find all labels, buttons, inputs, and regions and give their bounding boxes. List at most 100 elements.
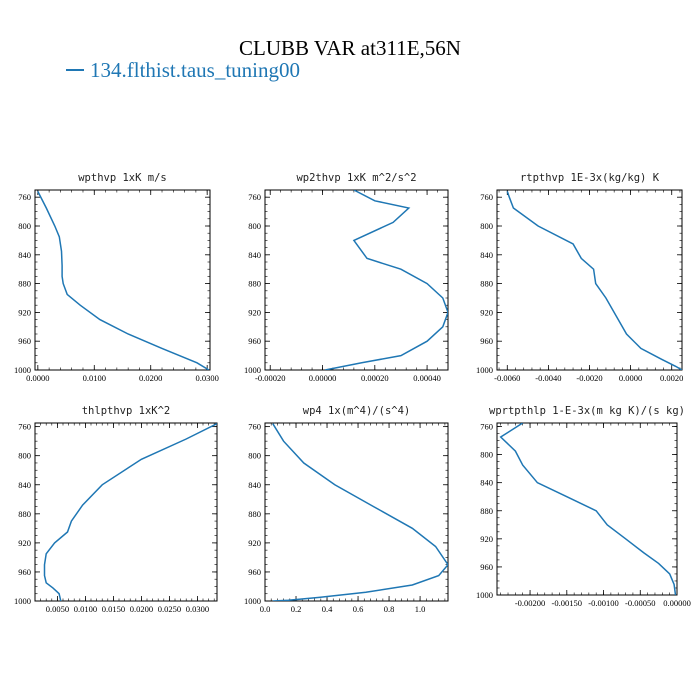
y-tick-label: 1000 (14, 365, 31, 375)
y-tick-label: 800 (480, 221, 493, 231)
y-tick-label: 840 (480, 478, 493, 488)
x-tick-label: 0.00020 (361, 373, 389, 383)
y-tick-label: 840 (18, 250, 31, 260)
y-tick-label: 960 (480, 336, 493, 346)
series-line (324, 190, 448, 370)
panel-title: wprtpthlp 1-E-3x(m kg K)/(s kg) (489, 405, 685, 417)
y-tick-label: 840 (18, 480, 31, 490)
plot-frame (34, 189, 211, 371)
x-tick-label: 0.0000 (26, 373, 49, 383)
y-tick-label: 880 (18, 279, 31, 289)
x-tick-label: 0.0100 (83, 373, 106, 383)
panel-6: wprtpthlp 1-E-3x(m kg K)/(s kg) 760 800 840… (476, 405, 691, 608)
x-tick-label: 0.00040 (413, 373, 441, 383)
x-tick-label: 0.6 (353, 604, 364, 614)
x-tick-label: 0.00000 (663, 598, 691, 608)
series-line (37, 191, 210, 370)
x-tick-label: 0.8 (384, 604, 395, 614)
panel-4: thlpthvp 1xK^2 760 800 840 880 920 960 1000 0.00… (14, 405, 218, 614)
legend-line-swatch (66, 69, 84, 72)
x-tick-label: 0.0050 (46, 604, 69, 614)
x-tick-label: 0.0200 (139, 373, 162, 383)
y-tick-label: 760 (18, 422, 31, 432)
x-tick-label: 0.00000 (309, 373, 337, 383)
plot-frame (264, 189, 449, 371)
panel-5: wp4 1x(m^4)/(s^4)76080084088092096010000… (244, 405, 449, 614)
panel-3: rtpthvp 1E-3x(kg/kg) K 760 800 840 880 920 960… (476, 172, 683, 383)
x-tick-label: -0.00150 (552, 598, 582, 608)
plot-frame (34, 422, 218, 602)
panel-1: wpthvp 1xK m/s 760 800 840 880 920 960 10000.00… (14, 172, 219, 383)
x-tick-label: 0.0200 (130, 604, 153, 614)
series-line (499, 423, 677, 595)
x-tick-label: -0.00200 (515, 598, 545, 608)
y-tick-label: 840 (248, 480, 261, 490)
plot-frame (496, 422, 678, 596)
legend: 134.flthist.taus_tuning00 (66, 58, 300, 83)
x-tick-label: 0.2 (291, 604, 302, 614)
series-line (272, 423, 448, 601)
y-tick-label: 880 (18, 509, 31, 519)
y-tick-label: 1000 (476, 590, 493, 600)
x-tick-label: -0.00020 (255, 373, 285, 383)
y-tick-label: 760 (480, 192, 493, 202)
y-tick-label: 880 (480, 506, 493, 516)
x-tick-label: 0.0300 (195, 373, 218, 383)
y-tick-label: 800 (248, 451, 261, 461)
y-tick-label: 760 (248, 192, 261, 202)
panel-title: wp4 1x(m^4)/(s^4) (303, 405, 410, 417)
x-tick-label: 0.0000 (619, 373, 642, 383)
x-tick-label: 0.4 (322, 604, 333, 614)
y-tick-label: 1000 (14, 596, 31, 606)
y-tick-label: 960 (248, 567, 261, 577)
x-tick-label: 1.0 (415, 604, 426, 614)
y-tick-label: 800 (18, 451, 31, 461)
y-tick-label: 880 (248, 509, 261, 519)
y-tick-label: 760 (480, 422, 493, 432)
panel-title: wp2thvp 1xK m^2/s^2 (296, 172, 416, 184)
y-tick-label: 920 (480, 307, 493, 317)
panel-2: wp2thvp 1xK m^2/s^2 760 800 840 880 920 960 100… (244, 172, 449, 383)
x-tick-label: 0.0100 (74, 604, 97, 614)
y-tick-label: 760 (248, 422, 261, 432)
y-tick-label: 840 (480, 250, 493, 260)
y-tick-label: 920 (248, 307, 261, 317)
x-tick-label: 0.0020 (660, 373, 683, 383)
y-tick-label: 960 (248, 336, 261, 346)
x-tick-label: -0.0060 (494, 373, 520, 383)
series-line (43, 423, 217, 601)
y-tick-label: 920 (480, 534, 493, 544)
panel-title: thlpthvp 1xK^2 (82, 405, 171, 417)
x-tick-label: -0.0040 (535, 373, 561, 383)
panel-title: rtpthvp 1E-3x(kg/kg) K (520, 172, 660, 184)
x-tick-label: 0.0250 (158, 604, 181, 614)
y-tick-label: 880 (248, 279, 261, 289)
y-tick-label: 920 (18, 307, 31, 317)
y-tick-label: 1000 (244, 596, 261, 606)
y-tick-label: 800 (248, 221, 261, 231)
series-line (506, 191, 682, 370)
x-tick-label: -0.0020 (576, 373, 602, 383)
y-tick-label: 1000 (244, 365, 261, 375)
x-tick-label: 0.0 (260, 604, 271, 614)
y-tick-label: 840 (248, 250, 261, 260)
panel-title: wpthvp 1xK m/s (78, 172, 167, 184)
legend-label: 134.flthist.taus_tuning00 (90, 58, 300, 82)
y-tick-label: 920 (18, 538, 31, 548)
y-tick-label: 960 (480, 562, 493, 572)
y-tick-label: 960 (18, 336, 31, 346)
y-tick-label: 800 (18, 221, 31, 231)
x-tick-label: -0.00050 (625, 598, 655, 608)
x-tick-label: -0.00100 (588, 598, 618, 608)
x-tick-label: 0.0300 (186, 604, 209, 614)
y-tick-label: 960 (18, 567, 31, 577)
figure-title: CLUBB VAR at311E,56N (239, 36, 461, 60)
y-tick-label: 800 (480, 450, 493, 460)
plot-frame (264, 422, 449, 602)
y-tick-label: 880 (480, 279, 493, 289)
y-tick-label: 760 (18, 192, 31, 202)
x-tick-label: 0.0150 (102, 604, 125, 614)
y-tick-label: 920 (248, 538, 261, 548)
y-tick-label: 1000 (476, 365, 493, 375)
